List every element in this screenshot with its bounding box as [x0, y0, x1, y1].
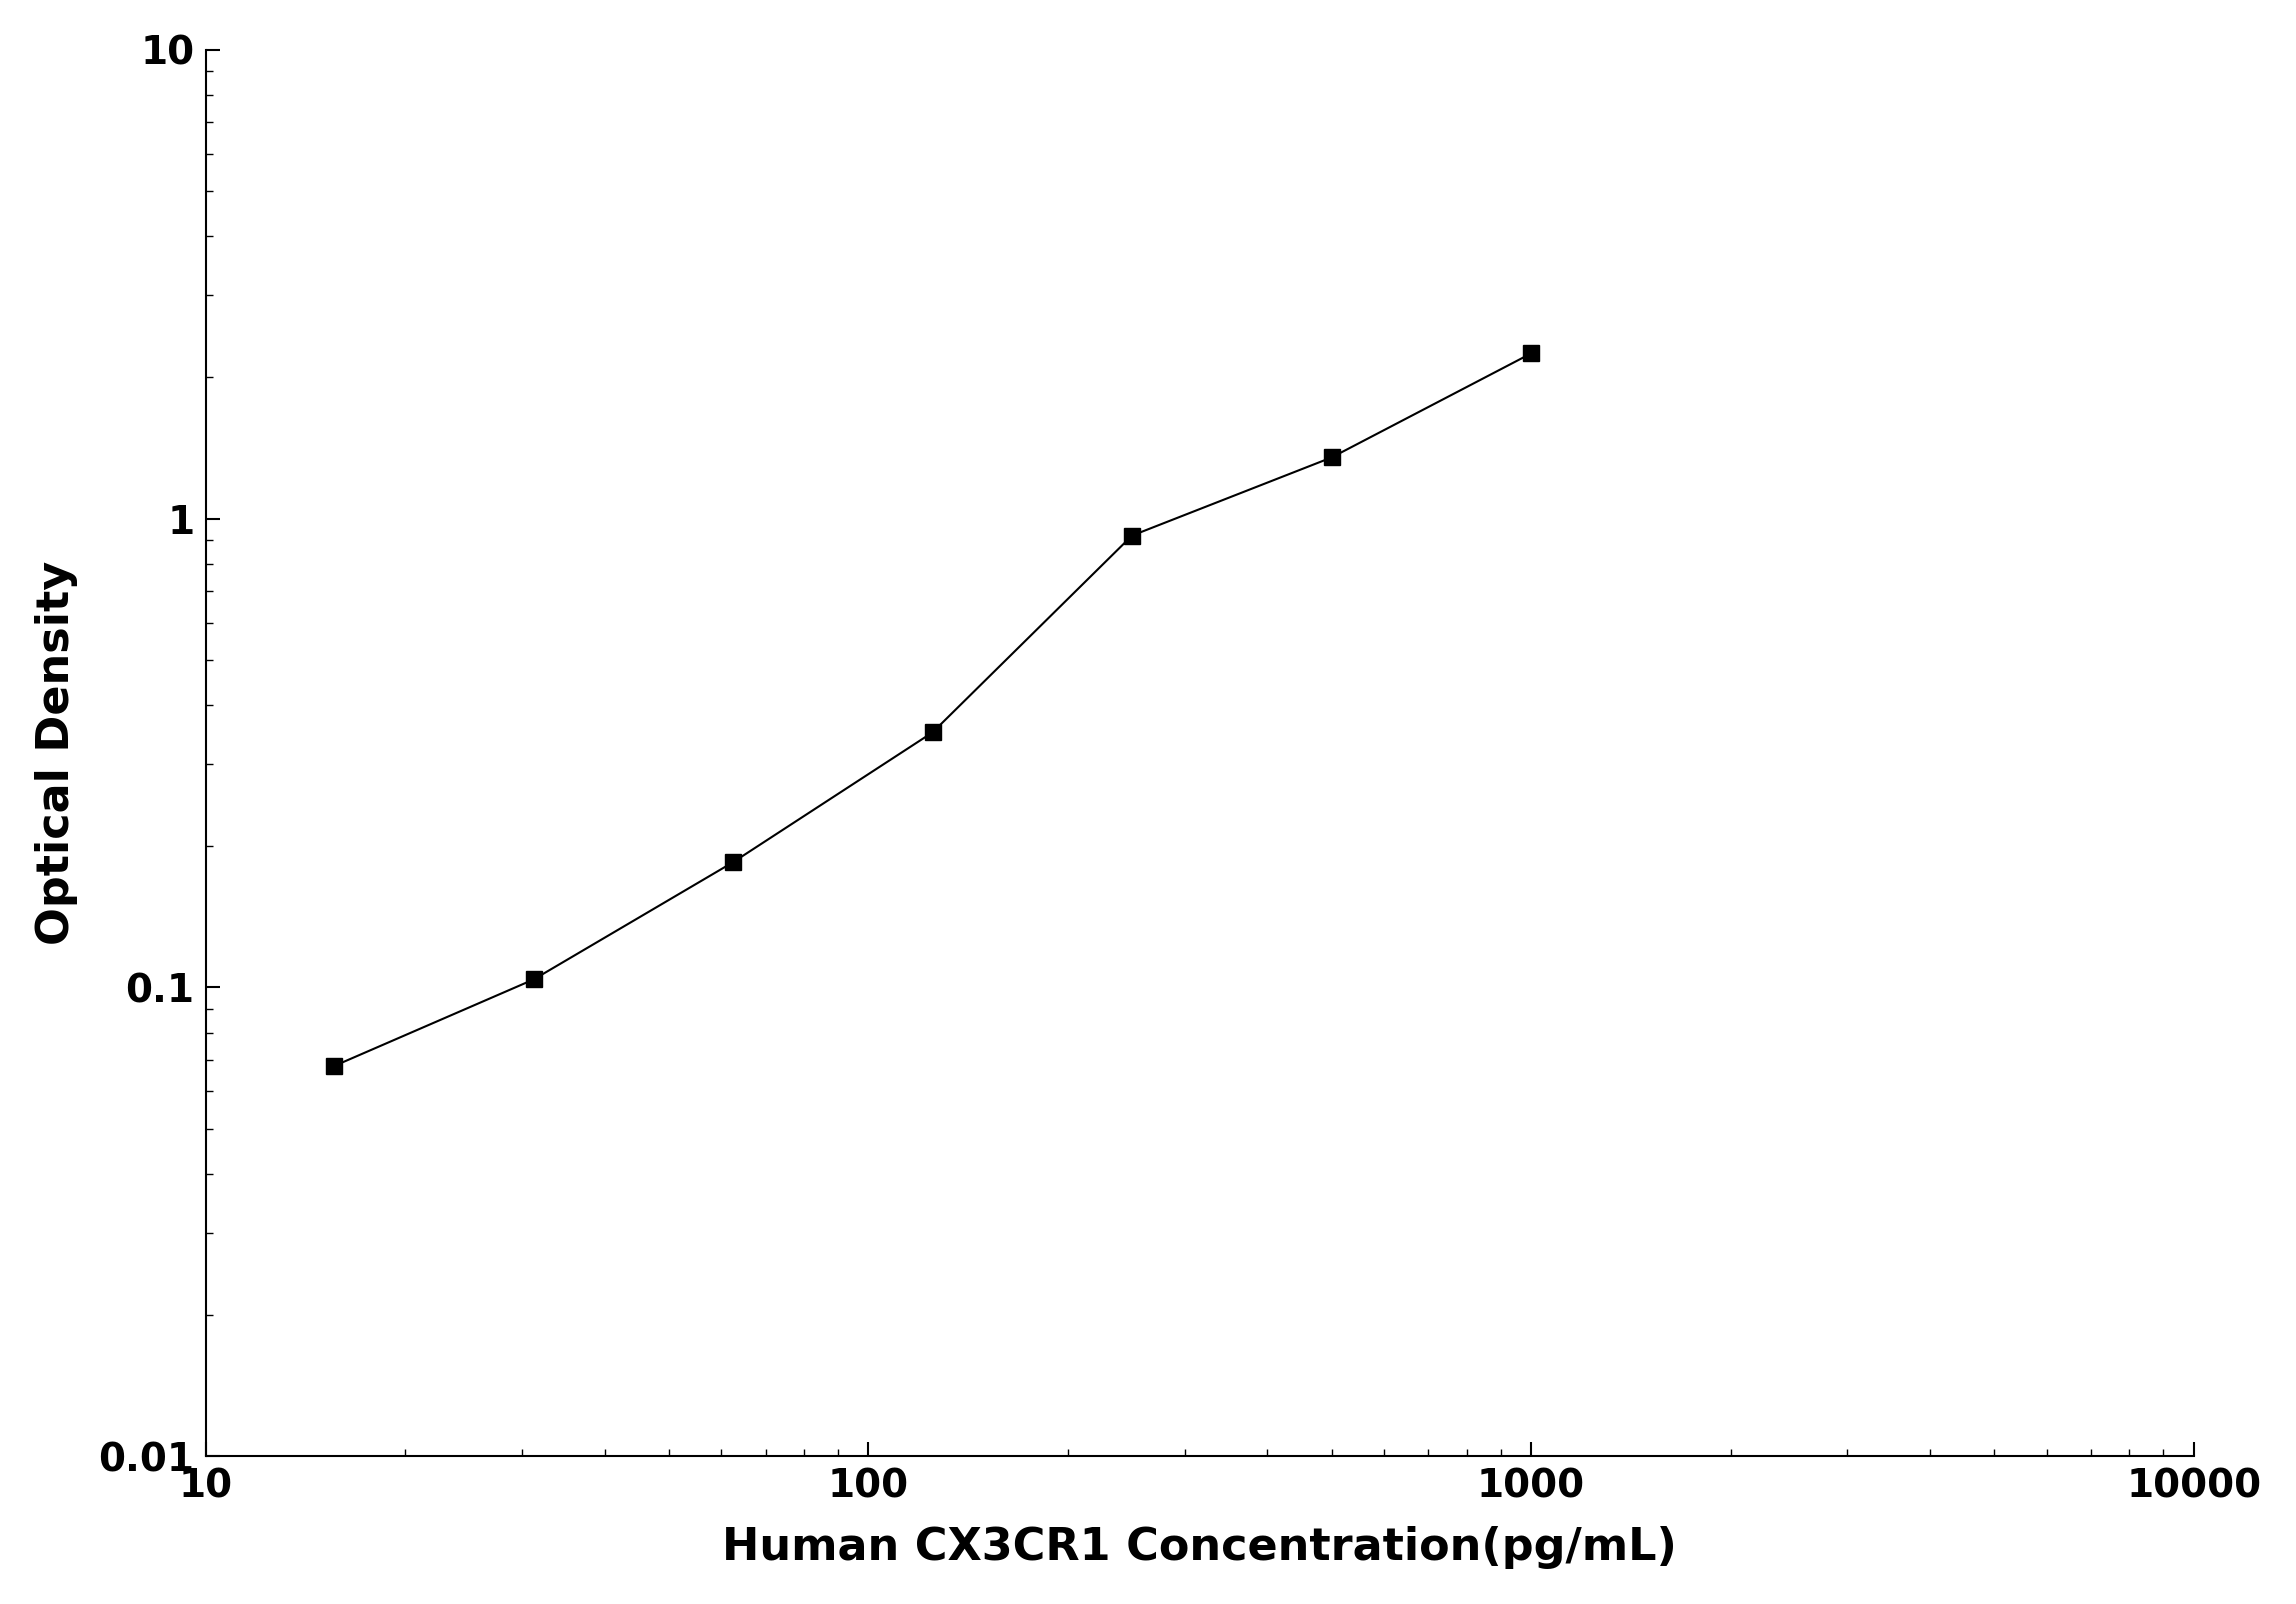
Y-axis label: Optical Density: Optical Density	[34, 561, 78, 945]
X-axis label: Human CX3CR1 Concentration(pg/mL): Human CX3CR1 Concentration(pg/mL)	[723, 1527, 1676, 1569]
